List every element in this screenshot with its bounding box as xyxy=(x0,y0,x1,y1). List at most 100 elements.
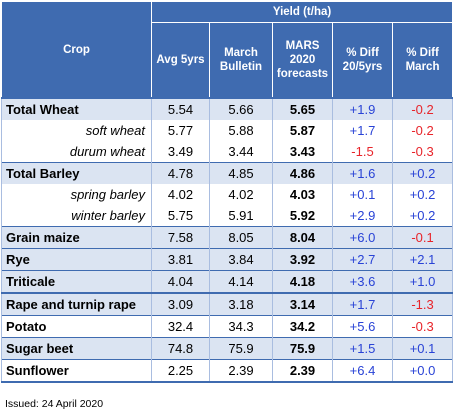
table-row: Potato 32.4 34.3 34.2 +5.6 -0.3 xyxy=(1,315,454,338)
table-row: durum wheat 3.49 3.44 3.43 -1.5 -0.3 xyxy=(1,141,454,163)
yield-table-container: Crop Yield (t/ha) Avg 5yrs March Bulleti… xyxy=(1,1,454,383)
march-bulletin: 75.9 xyxy=(209,337,273,360)
avg-5yrs: 4.78 xyxy=(151,162,210,184)
avg-5yrs: 5.75 xyxy=(151,205,210,227)
mars-forecast: 3.14 xyxy=(272,292,333,316)
crop-name: Total Barley xyxy=(1,162,152,184)
diff-march: +0.1 xyxy=(391,337,454,360)
mars-forecast: 8.04 xyxy=(272,226,333,249)
avg-5yrs: 3.09 xyxy=(151,292,210,316)
avg-5yrs: 5.54 xyxy=(151,97,210,120)
crop-name: soft wheat xyxy=(1,120,152,141)
march-bulletin: 3.84 xyxy=(209,248,273,271)
mars-forecast: 5.65 xyxy=(272,97,333,120)
avg-5yrs: 3.81 xyxy=(151,248,210,271)
mars-forecast: 4.86 xyxy=(272,162,333,184)
crop-name: Potato xyxy=(1,315,152,338)
table-row: Triticale 4.04 4.14 4.18 +3.6 +1.0 xyxy=(1,270,454,293)
table-row: winter barley 5.75 5.91 5.92 +2.9 +0.2 xyxy=(1,205,454,227)
mars-forecast: 34.2 xyxy=(272,315,333,338)
avg-5yrs: 32.4 xyxy=(151,315,210,338)
table-row: Sunflower 2.25 2.39 2.39 +6.4 +0.0 xyxy=(1,359,454,383)
mars-forecast: 4.03 xyxy=(272,184,333,205)
table-row: Total Wheat 5.54 5.66 5.65 +1.9 -0.2 xyxy=(1,97,454,120)
table-row: Grain maize 7.58 8.05 8.04 +6.0 -0.1 xyxy=(1,226,454,249)
diff-5yrs: +1.7 xyxy=(332,120,393,141)
march-bulletin: 5.66 xyxy=(209,97,273,120)
crop-name: Total Wheat xyxy=(1,97,152,120)
mars-forecast: 4.18 xyxy=(272,270,333,293)
diff-march: -0.1 xyxy=(391,226,454,249)
diff-5yrs: +0.1 xyxy=(332,184,393,205)
avg-5yrs: 4.02 xyxy=(151,184,210,205)
diff-5yrs: +5.6 xyxy=(332,315,393,338)
avg-5yrs: 74.8 xyxy=(151,337,210,360)
diff-march: +0.2 xyxy=(391,162,454,184)
yield-group-header: Yield (t/ha) xyxy=(150,1,454,23)
col-header-diff-5yrs: % Diff 20/5yrs xyxy=(332,22,393,99)
diff-march: +1.0 xyxy=(391,270,454,293)
col-header-march: March Bulletin xyxy=(209,22,273,99)
crop-name: Grain maize xyxy=(1,226,152,249)
march-bulletin: 3.18 xyxy=(209,292,273,316)
diff-march: +0.0 xyxy=(391,359,454,383)
crop-name: winter barley xyxy=(1,205,152,227)
mars-forecast: 2.39 xyxy=(272,359,333,383)
crop-header: Crop xyxy=(1,1,152,99)
diff-march: +0.2 xyxy=(391,184,454,205)
diff-march: -0.3 xyxy=(391,141,454,163)
diff-5yrs: +6.4 xyxy=(332,359,393,383)
yield-table: Crop Yield (t/ha) Avg 5yrs March Bulleti… xyxy=(1,1,454,383)
mars-forecast: 3.43 xyxy=(272,141,333,163)
table-row: soft wheat 5.77 5.88 5.87 +1.7 -0.2 xyxy=(1,120,454,141)
march-bulletin: 5.91 xyxy=(209,205,273,227)
crop-name: durum wheat xyxy=(1,141,152,163)
diff-5yrs: +1.9 xyxy=(332,97,393,120)
march-bulletin: 5.88 xyxy=(209,120,273,141)
march-bulletin: 8.05 xyxy=(209,226,273,249)
crop-name: Rye xyxy=(1,248,152,271)
diff-5yrs: +2.7 xyxy=(332,248,393,271)
diff-5yrs: +1.5 xyxy=(332,337,393,360)
march-bulletin: 4.14 xyxy=(209,270,273,293)
avg-5yrs: 7.58 xyxy=(151,226,210,249)
diff-5yrs: +1.6 xyxy=(332,162,393,184)
diff-5yrs: -1.5 xyxy=(332,141,393,163)
avg-5yrs: 5.77 xyxy=(151,120,210,141)
col-header-avg: Avg 5yrs xyxy=(151,22,210,99)
mars-forecast: 75.9 xyxy=(272,337,333,360)
avg-5yrs: 3.49 xyxy=(151,141,210,163)
diff-march: +2.1 xyxy=(391,248,454,271)
mars-forecast: 5.92 xyxy=(272,205,333,227)
col-header-forecast: MARS 2020 forecasts xyxy=(272,22,333,99)
col-header-diff-march: % Diff March xyxy=(391,22,454,99)
march-bulletin: 4.85 xyxy=(209,162,273,184)
table-row: Rape and turnip rape 3.09 3.18 3.14 +1.7… xyxy=(1,292,454,316)
table-row: Total Barley 4.78 4.85 4.86 +1.6 +0.2 xyxy=(1,162,454,184)
table-row: Rye 3.81 3.84 3.92 +2.7 +2.1 xyxy=(1,248,454,271)
diff-march: -0.3 xyxy=(391,315,454,338)
crop-name: Triticale xyxy=(1,270,152,293)
diff-5yrs: +3.6 xyxy=(332,270,393,293)
march-bulletin: 4.02 xyxy=(209,184,273,205)
diff-5yrs: +2.9 xyxy=(332,205,393,227)
mars-forecast: 5.87 xyxy=(272,120,333,141)
crop-name: Rape and turnip rape xyxy=(1,292,152,316)
diff-march: -0.2 xyxy=(391,120,454,141)
diff-march: -1.3 xyxy=(391,292,454,316)
crop-name: spring barley xyxy=(1,184,152,205)
diff-march: +0.2 xyxy=(391,205,454,227)
issued-date-note: Issued: 24 April 2020 xyxy=(5,398,104,410)
table-row: spring barley 4.02 4.02 4.03 +0.1 +0.2 xyxy=(1,184,454,205)
avg-5yrs: 2.25 xyxy=(151,359,210,383)
mars-forecast: 3.92 xyxy=(272,248,333,271)
march-bulletin: 3.44 xyxy=(209,141,273,163)
diff-5yrs: +6.0 xyxy=(332,226,393,249)
crop-name: Sugar beet xyxy=(1,337,152,360)
crop-name: Sunflower xyxy=(1,359,152,383)
diff-5yrs: +1.7 xyxy=(332,292,393,316)
table-row: Sugar beet 74.8 75.9 75.9 +1.5 +0.1 xyxy=(1,337,454,360)
march-bulletin: 34.3 xyxy=(209,315,273,338)
avg-5yrs: 4.04 xyxy=(151,270,210,293)
march-bulletin: 2.39 xyxy=(209,359,273,383)
